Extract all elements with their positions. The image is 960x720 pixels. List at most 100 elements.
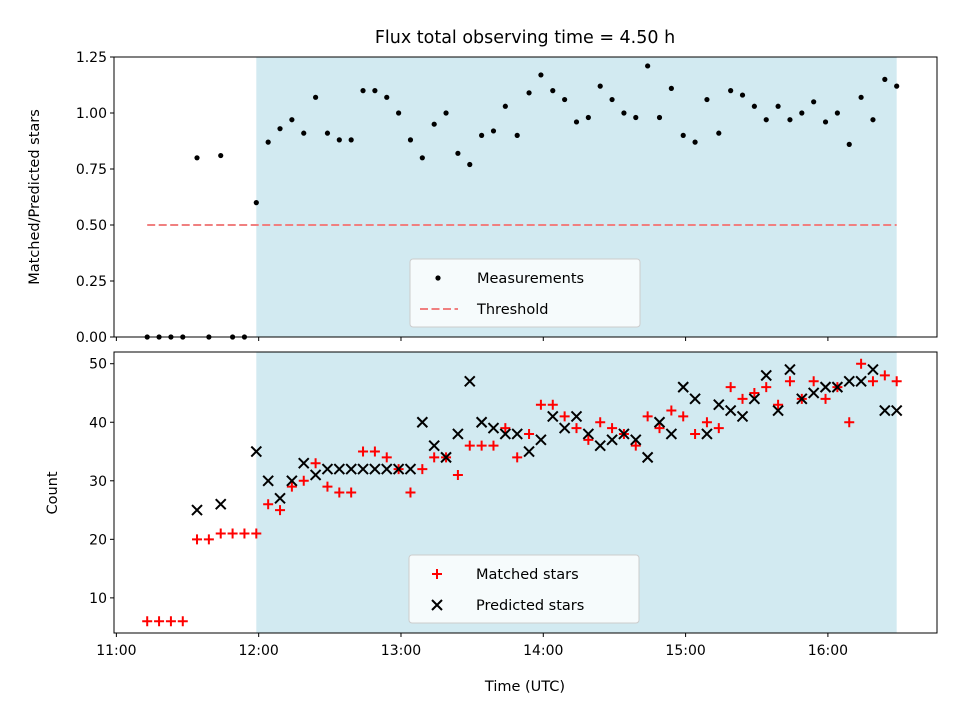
top-panel: 0.00 0.25 0.50 0.75 1.00 1.25 Measurements Thre…	[76, 50, 938, 346]
data-point	[191, 504, 203, 516]
data-point	[811, 99, 817, 105]
data-point	[656, 114, 663, 121]
data-point	[405, 487, 416, 498]
y-tick-label: 50	[89, 357, 107, 373]
data-point	[748, 393, 761, 405]
data-point	[407, 137, 414, 143]
data-point	[535, 399, 546, 410]
series-predicted-stars	[191, 363, 903, 516]
data-point	[192, 534, 203, 545]
data-point	[428, 439, 440, 452]
data-point	[630, 434, 642, 446]
data-point	[894, 83, 900, 89]
data-point	[369, 463, 381, 475]
data-point	[286, 475, 298, 487]
data-point	[277, 126, 283, 132]
data-point	[775, 103, 781, 109]
legend-marker	[435, 275, 441, 281]
y-tick-label: 0.50	[76, 218, 107, 234]
data-point	[142, 616, 153, 627]
data-point	[585, 114, 591, 121]
data-point	[594, 439, 606, 452]
data-point	[286, 481, 297, 492]
data-point	[523, 445, 535, 458]
x-tick-label: 14:00	[523, 643, 563, 659]
data-point	[879, 404, 891, 417]
data-point	[595, 417, 606, 428]
legend-marker	[432, 569, 442, 579]
data-point	[796, 393, 808, 405]
data-point	[310, 458, 321, 469]
data-point	[618, 428, 630, 440]
data-point	[846, 141, 852, 147]
data-point	[416, 416, 429, 428]
data-point	[443, 110, 449, 116]
data-point	[570, 410, 583, 423]
data-point	[265, 139, 271, 145]
data-point	[834, 110, 840, 116]
data-point	[218, 152, 224, 159]
data-point	[867, 363, 879, 376]
y-tick-label: 40	[89, 415, 107, 431]
data-point	[372, 88, 378, 94]
chart-title: Flux total observing time = 4.50 h	[375, 28, 675, 48]
data-point	[275, 505, 286, 516]
x-tick-label: 13:00	[381, 643, 421, 659]
legend-label: Matched stars	[476, 567, 579, 583]
data-point	[680, 132, 686, 138]
data-point	[843, 375, 855, 387]
data-point	[475, 416, 488, 428]
data-point	[621, 110, 627, 116]
data-point	[641, 451, 654, 464]
data-point	[550, 88, 556, 94]
data-point	[512, 452, 523, 463]
data-point	[250, 445, 263, 458]
data-point	[535, 434, 547, 446]
data-point	[787, 117, 793, 123]
data-point	[452, 469, 463, 480]
data-point	[431, 121, 437, 127]
data-point	[464, 375, 476, 387]
data-point	[808, 376, 819, 387]
legend-box	[409, 258, 641, 328]
data-point	[274, 492, 286, 505]
data-point	[253, 200, 259, 206]
data-point	[324, 130, 331, 136]
data-point	[511, 428, 523, 440]
data-point	[736, 410, 749, 423]
data-point	[177, 616, 188, 627]
data-point	[692, 139, 698, 145]
data-point	[725, 382, 736, 393]
data-point	[772, 404, 784, 417]
data-point	[312, 94, 319, 100]
data-point	[891, 376, 902, 387]
data-point	[653, 416, 666, 428]
top-y-axis-label: Matched/Predicted stars	[27, 109, 43, 285]
data-point	[502, 103, 508, 109]
data-point	[761, 382, 772, 393]
data-point	[820, 393, 831, 404]
data-point	[360, 88, 366, 94]
legend-label: Measurements	[477, 271, 584, 287]
x-tick-label: 12:00	[238, 643, 278, 659]
data-point	[381, 452, 392, 463]
data-point	[749, 387, 760, 398]
data-point	[404, 463, 417, 475]
data-point	[677, 381, 689, 393]
data-point	[239, 528, 250, 539]
data-point	[298, 457, 310, 469]
x-tick-label: 15:00	[665, 643, 705, 659]
data-point	[784, 376, 795, 387]
data-point	[760, 369, 772, 382]
data-point	[689, 393, 701, 405]
data-point	[690, 428, 701, 439]
data-point	[298, 475, 309, 486]
data-point	[645, 63, 651, 69]
data-point	[346, 487, 357, 498]
data-point	[333, 463, 346, 475]
x-tick-label: 11:00	[96, 643, 136, 659]
data-point	[819, 381, 832, 393]
y-tick-label: 0.25	[76, 274, 107, 290]
data-point	[345, 463, 357, 475]
legend-label: Predicted stars	[476, 598, 584, 614]
